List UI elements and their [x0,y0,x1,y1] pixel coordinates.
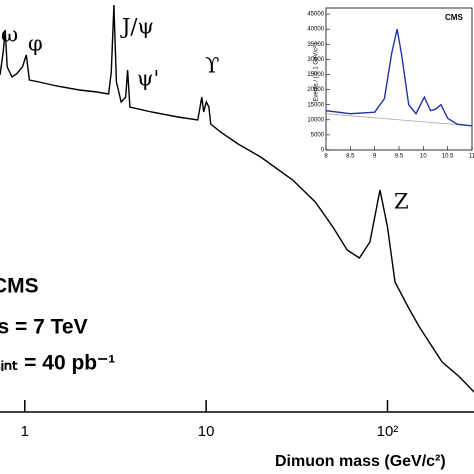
inset-y-tick-label: 35000 [307,42,324,48]
inset-y-tick-label: 30000 [307,57,324,63]
annotation: Z [394,190,409,214]
x-tick-label: 1 [21,423,29,440]
x-tick-label: 10² [377,423,399,440]
inset-y-tick-label: 40000 [307,27,324,33]
experiment-label: CMS [0,275,39,298]
inset-x-tick-label: 11 [469,154,474,160]
inset-curve [325,113,473,127]
inset-y-tick-label: 5000 [311,132,325,138]
annotation: φ [28,32,43,56]
inset-y-tick-label: 0 [321,148,325,154]
inset-x-tick-label: 8 [324,154,328,160]
inset-x-tick-label: 10 [420,154,427,160]
inset-y-tick-label: 15000 [307,102,324,108]
annotation: ϒ [205,54,219,78]
inset-y-tick-label: 10000 [307,117,324,123]
spectrum [0,4,474,393]
inset: CMS Events / ( 0.1 GeV/c² ) [312,6,474,164]
inset-y-tick-label: 25000 [307,72,324,78]
inset-y-label: Events / ( 0.1 GeV/c² ) [314,42,320,101]
luminosity-label: Lᵢₙₜ = 40 pb⁻¹ [0,352,115,375]
inset-y-tick-label: 20000 [307,87,324,93]
inset-x-tick-label: 9.5 [395,154,404,160]
x-axis-label: Dimuon mass (GeV/c²) [275,453,446,470]
annotation: ρ,ω [0,23,18,47]
x-tick-label: 10 [198,423,215,440]
inset-x-tick-label: 9 [373,154,377,160]
inset-x-tick-label: 10.5 [442,154,454,160]
inset-curve [325,28,473,127]
inset-y-tick-label: 45000 [307,12,324,18]
annotation: ψ' [137,67,159,91]
inset-x-tick-label: 8.5 [346,154,355,160]
annotation: J/ψ [120,15,154,39]
inset-title: CMS [445,13,463,22]
inset-background [312,6,474,164]
energy-label: √s = 7 TeV [0,316,88,339]
